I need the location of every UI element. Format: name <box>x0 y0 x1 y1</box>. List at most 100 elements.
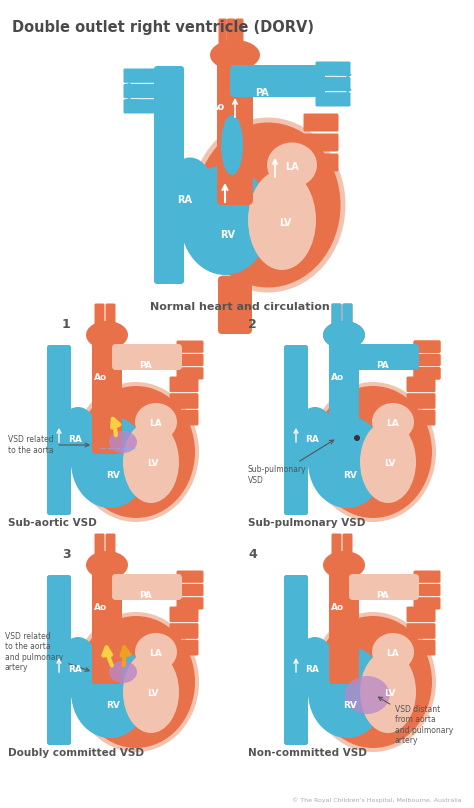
FancyBboxPatch shape <box>329 561 359 684</box>
Text: Ao: Ao <box>94 373 108 382</box>
Text: Doubly committed VSD: Doubly committed VSD <box>8 748 144 758</box>
Ellipse shape <box>180 165 270 275</box>
Text: RV: RV <box>106 470 120 479</box>
FancyBboxPatch shape <box>329 331 359 454</box>
FancyBboxPatch shape <box>92 331 122 454</box>
FancyBboxPatch shape <box>413 367 440 380</box>
Text: Non-committed VSD: Non-committed VSD <box>248 748 367 758</box>
Ellipse shape <box>221 153 249 187</box>
Ellipse shape <box>294 407 336 469</box>
Text: LA: LA <box>387 419 400 428</box>
Text: 3: 3 <box>62 548 71 561</box>
Text: PA: PA <box>255 88 269 98</box>
Ellipse shape <box>354 435 360 441</box>
Ellipse shape <box>248 170 316 270</box>
Ellipse shape <box>77 386 195 518</box>
FancyBboxPatch shape <box>331 533 341 566</box>
FancyBboxPatch shape <box>413 584 440 596</box>
Text: PA: PA <box>377 360 389 369</box>
FancyBboxPatch shape <box>407 377 436 392</box>
FancyBboxPatch shape <box>284 345 308 515</box>
Ellipse shape <box>123 651 179 733</box>
Text: LA: LA <box>150 419 163 428</box>
Text: PA: PA <box>377 591 389 600</box>
Text: 4: 4 <box>248 548 257 561</box>
FancyBboxPatch shape <box>218 276 252 334</box>
Ellipse shape <box>310 612 436 752</box>
Ellipse shape <box>109 661 137 683</box>
FancyBboxPatch shape <box>124 69 156 83</box>
Text: Double outlet right ventricle (DORV): Double outlet right ventricle (DORV) <box>12 20 314 35</box>
FancyBboxPatch shape <box>407 410 436 426</box>
FancyBboxPatch shape <box>413 340 440 353</box>
Ellipse shape <box>323 321 365 349</box>
Ellipse shape <box>221 115 243 175</box>
Ellipse shape <box>210 40 260 70</box>
FancyBboxPatch shape <box>303 113 338 132</box>
FancyBboxPatch shape <box>94 304 104 336</box>
Text: Sub-pulmonary VSD: Sub-pulmonary VSD <box>248 518 365 528</box>
Text: LA: LA <box>387 650 400 659</box>
Text: PA: PA <box>140 591 152 600</box>
FancyBboxPatch shape <box>413 354 440 366</box>
Text: LV: LV <box>147 460 159 469</box>
FancyBboxPatch shape <box>407 607 436 622</box>
FancyBboxPatch shape <box>343 533 353 566</box>
Text: VSD distant
from aorta
and pulmonary
artery: VSD distant from aorta and pulmonary art… <box>378 697 453 745</box>
FancyBboxPatch shape <box>331 304 341 336</box>
Ellipse shape <box>57 637 99 699</box>
Ellipse shape <box>372 633 414 671</box>
Ellipse shape <box>372 403 414 441</box>
Text: LA: LA <box>285 162 299 172</box>
Text: RV: RV <box>343 470 357 479</box>
FancyBboxPatch shape <box>170 607 199 622</box>
FancyBboxPatch shape <box>217 50 253 205</box>
Ellipse shape <box>308 646 386 738</box>
FancyBboxPatch shape <box>176 570 203 583</box>
Ellipse shape <box>73 612 199 752</box>
FancyBboxPatch shape <box>329 331 359 454</box>
FancyBboxPatch shape <box>413 340 440 353</box>
Text: RV: RV <box>106 701 120 709</box>
Ellipse shape <box>323 321 365 349</box>
Text: RA: RA <box>177 195 192 205</box>
FancyBboxPatch shape <box>176 340 203 353</box>
FancyBboxPatch shape <box>227 19 235 60</box>
FancyBboxPatch shape <box>176 354 203 366</box>
Ellipse shape <box>360 421 416 503</box>
FancyBboxPatch shape <box>284 345 308 515</box>
Ellipse shape <box>165 158 215 233</box>
Text: PA: PA <box>140 360 152 369</box>
FancyBboxPatch shape <box>407 393 436 409</box>
Ellipse shape <box>86 321 128 349</box>
FancyBboxPatch shape <box>219 19 227 60</box>
FancyBboxPatch shape <box>284 575 308 745</box>
Text: VSD related
to the aorta
and pulmonary
artery: VSD related to the aorta and pulmonary a… <box>5 632 89 672</box>
Text: LA: LA <box>150 650 163 659</box>
FancyBboxPatch shape <box>170 623 199 639</box>
Text: LV: LV <box>384 689 396 698</box>
Text: RA: RA <box>305 436 319 444</box>
Ellipse shape <box>135 633 177 671</box>
FancyBboxPatch shape <box>413 354 440 366</box>
Text: Sub-pulmonary
VSD: Sub-pulmonary VSD <box>248 440 334 485</box>
Ellipse shape <box>123 421 179 503</box>
Text: RA: RA <box>68 436 82 444</box>
FancyBboxPatch shape <box>316 77 350 91</box>
FancyBboxPatch shape <box>124 84 156 98</box>
FancyBboxPatch shape <box>154 66 184 284</box>
Ellipse shape <box>86 551 128 579</box>
FancyBboxPatch shape <box>170 410 199 426</box>
FancyBboxPatch shape <box>92 561 122 684</box>
FancyBboxPatch shape <box>124 99 156 113</box>
FancyBboxPatch shape <box>407 640 436 655</box>
Ellipse shape <box>308 416 386 508</box>
FancyBboxPatch shape <box>343 304 353 336</box>
Text: RV: RV <box>343 701 357 709</box>
FancyBboxPatch shape <box>316 92 350 107</box>
Ellipse shape <box>77 616 195 748</box>
Ellipse shape <box>195 123 340 288</box>
FancyBboxPatch shape <box>106 533 116 566</box>
FancyBboxPatch shape <box>47 345 71 515</box>
Text: Ao: Ao <box>331 604 345 612</box>
